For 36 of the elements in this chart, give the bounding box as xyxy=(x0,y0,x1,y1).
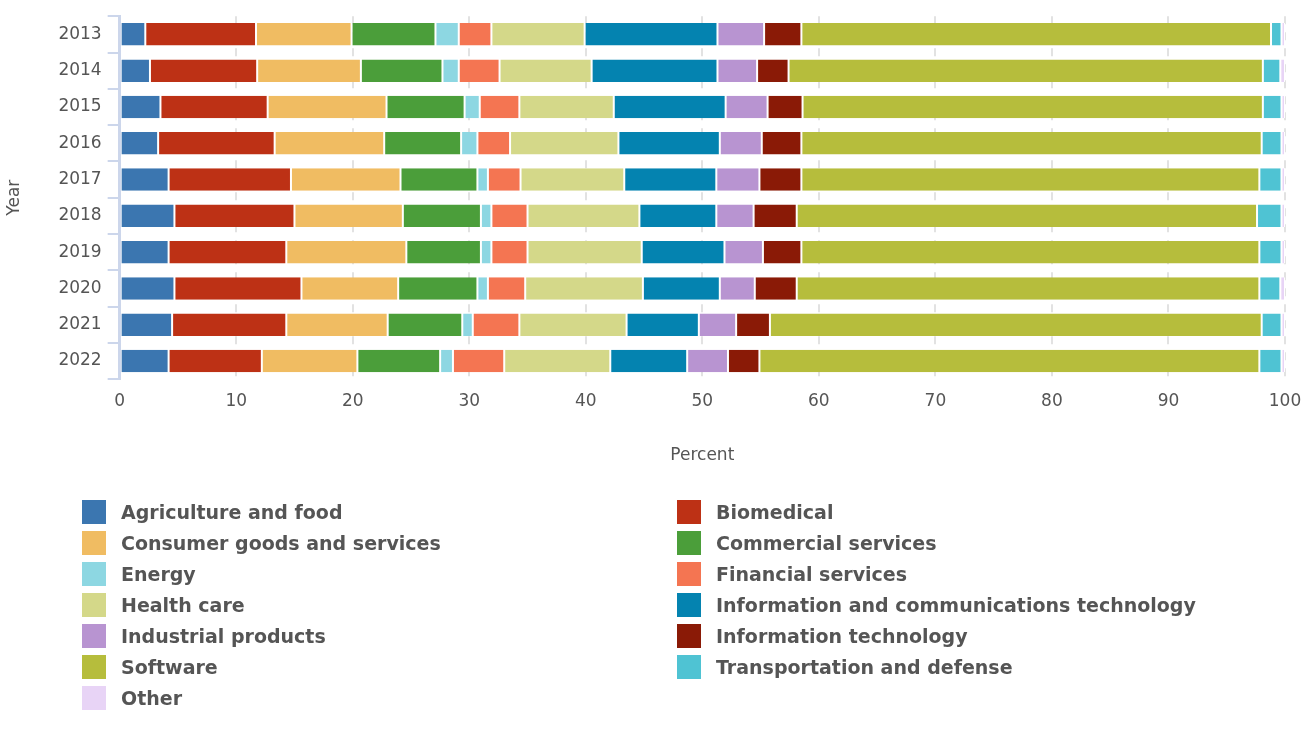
legend-label: Financial services xyxy=(716,562,908,585)
x-tick-label: 30 xyxy=(458,389,481,410)
y-tick-label: 2017 xyxy=(58,167,102,188)
legend-label: Other xyxy=(121,686,183,709)
x-tick-label: 70 xyxy=(924,389,947,410)
y-axis-title: Year xyxy=(2,179,23,217)
legend-label: Health care xyxy=(121,593,245,616)
y-tick-label: 2019 xyxy=(58,240,102,261)
y-tick-label: 2021 xyxy=(58,313,102,334)
x-tick-label: 100 xyxy=(1268,389,1302,410)
y-tick-label: 2014 xyxy=(58,59,102,80)
legend-label: Consumer goods and services xyxy=(121,531,441,554)
x-axis-title: Percent xyxy=(670,444,735,465)
y-tick-label: 2016 xyxy=(58,131,102,152)
x-tick-label: 80 xyxy=(1041,389,1063,410)
legend-label: Energy xyxy=(121,562,196,585)
legend-label: Transportation and defense xyxy=(716,655,1013,678)
x-tick-label: 0 xyxy=(114,389,126,410)
y-tick-label: 2018 xyxy=(58,204,102,225)
legend-label: Commercial services xyxy=(716,531,937,554)
y-tick-label: 2022 xyxy=(58,349,102,370)
y-tick-label: 2013 xyxy=(58,22,102,43)
x-tick-label: 60 xyxy=(808,389,830,410)
legend-label: Agriculture and food xyxy=(121,500,343,523)
y-tick-label: 2015 xyxy=(58,95,102,116)
legend-label: Information technology xyxy=(716,624,968,647)
x-tick-label: 40 xyxy=(574,389,597,410)
legend-label: Information and communications technology xyxy=(716,593,1196,616)
x-tick-label: 10 xyxy=(225,389,248,410)
legend-label: Software xyxy=(121,655,218,678)
legend-label: Industrial products xyxy=(121,624,326,647)
y-tick-label: 2020 xyxy=(58,276,102,297)
x-tick-label: 90 xyxy=(1157,389,1180,410)
legend-label: Biomedical xyxy=(716,500,834,523)
x-tick-label: 50 xyxy=(691,389,714,410)
x-tick-label: 20 xyxy=(341,389,364,410)
